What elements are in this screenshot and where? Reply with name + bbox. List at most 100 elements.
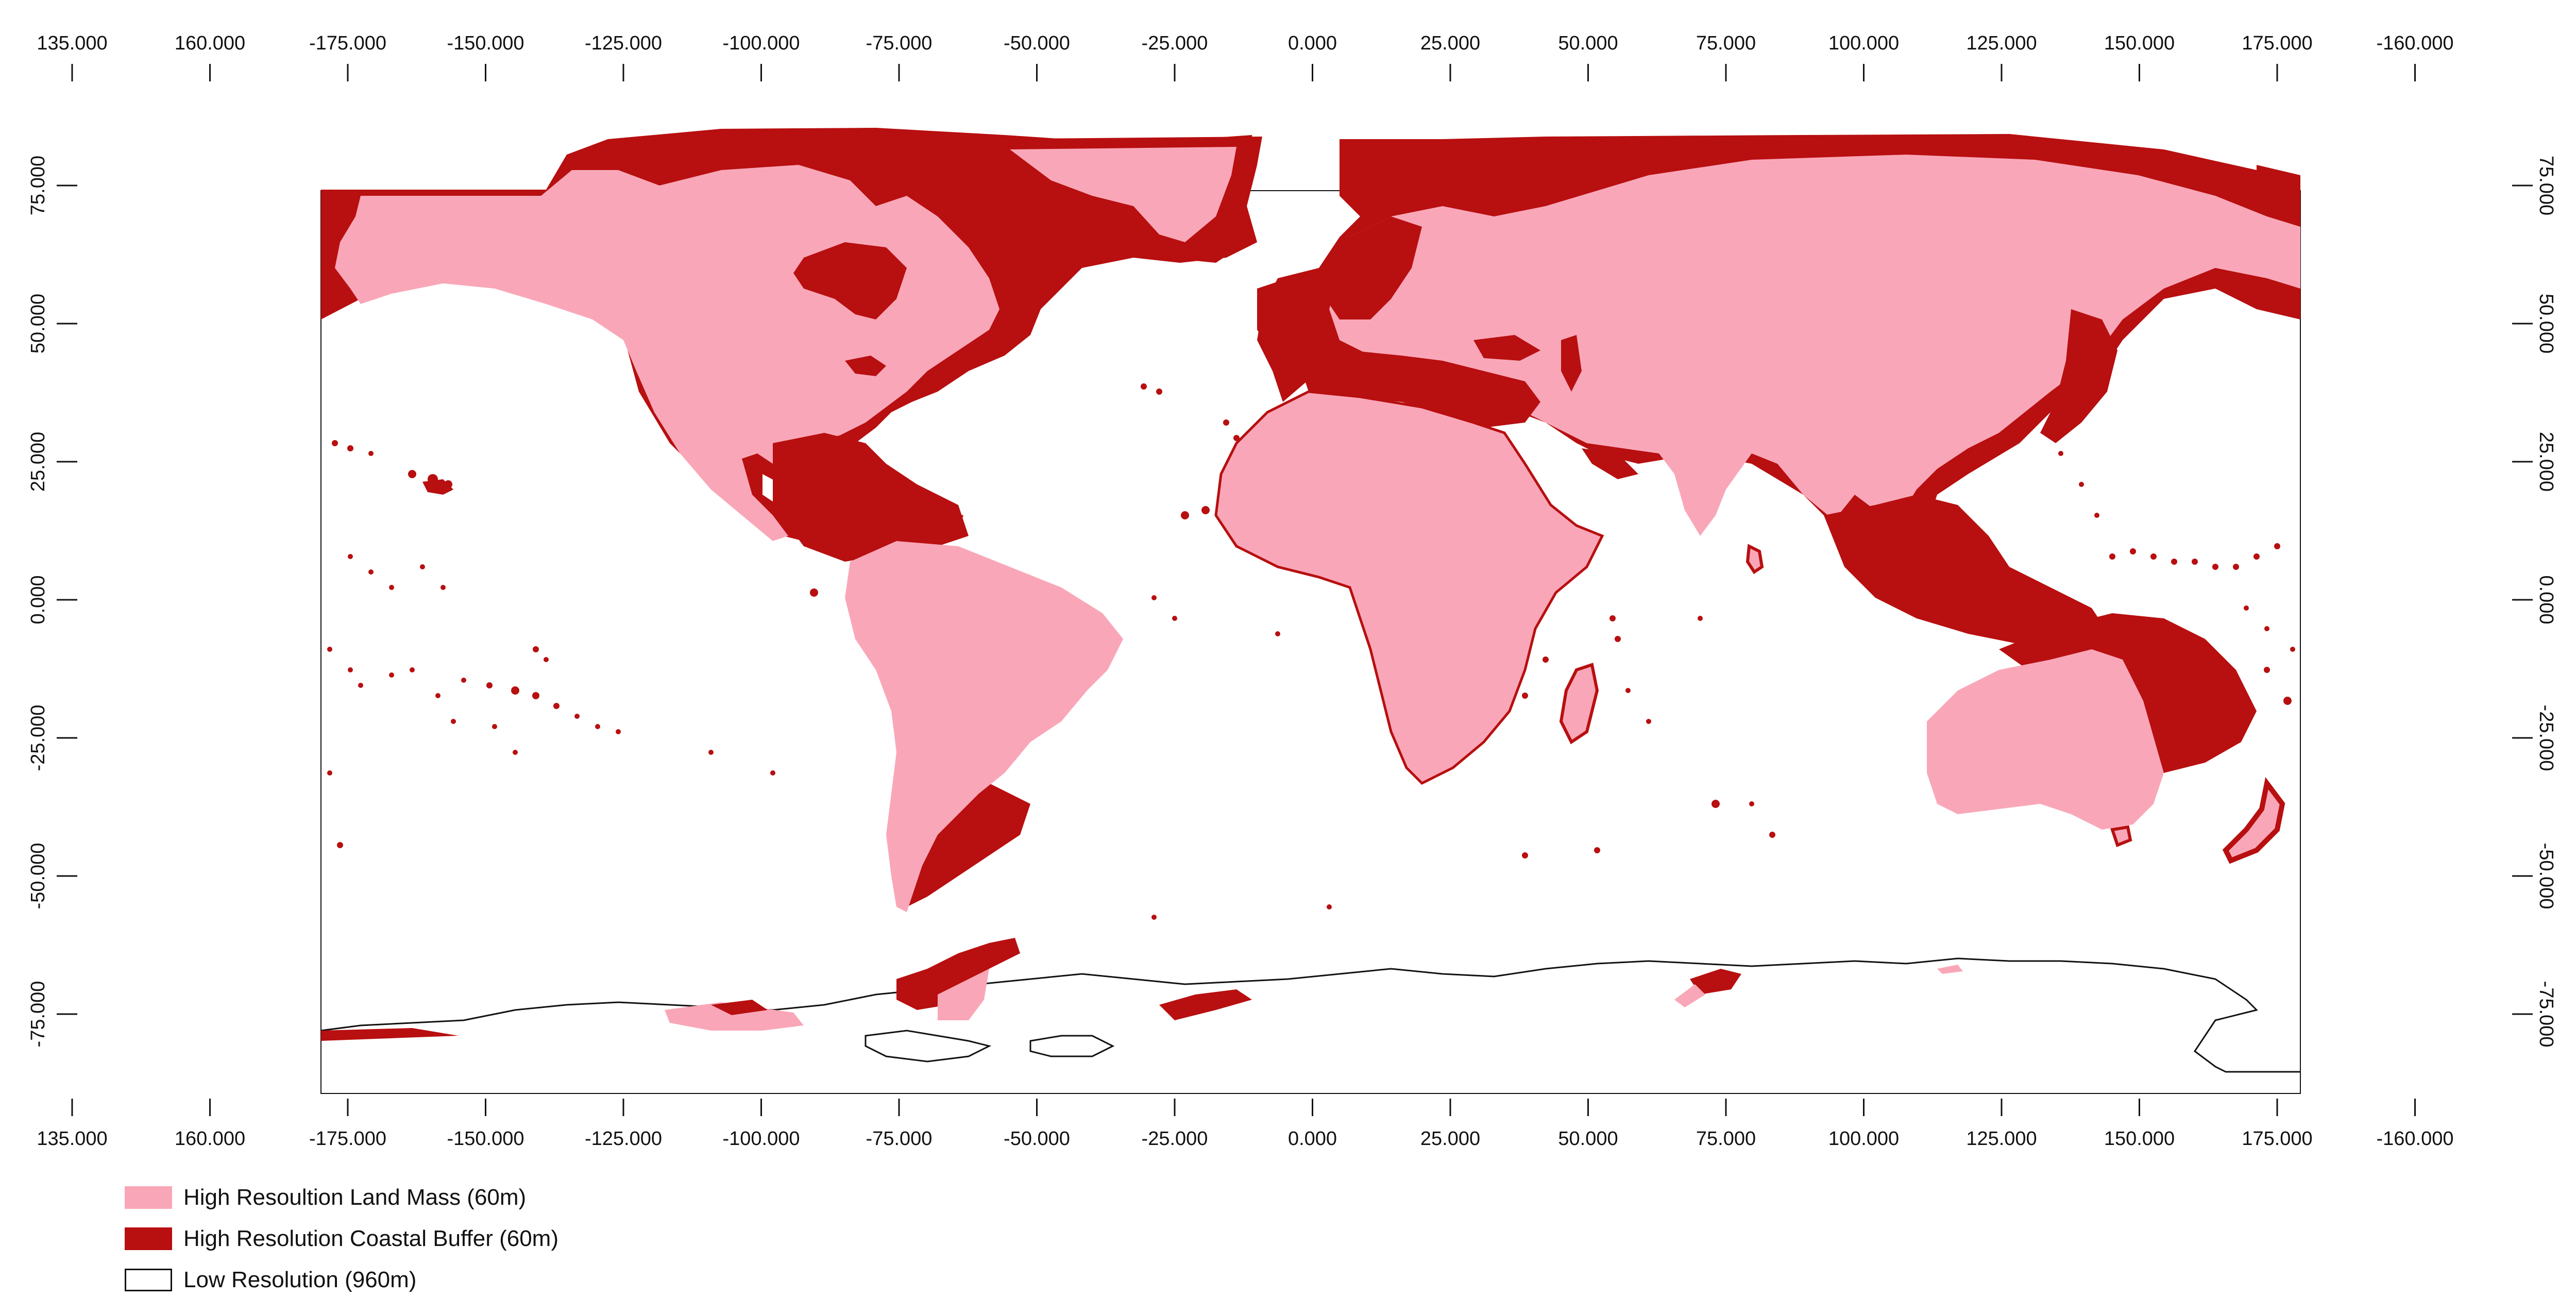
antarctica-low-resolution-outline xyxy=(320,957,2300,1073)
y-tick-label: 0.000 xyxy=(2535,575,2557,624)
y-tick-label: 50.000 xyxy=(27,294,49,353)
y-tick-label: 25.000 xyxy=(2535,432,2557,492)
y-axis-left: 75.000 50.000 25.000 0.000 -25.000 -50.000 -75… xyxy=(27,156,77,1048)
x-tick-label: 50.000 xyxy=(1558,1128,1618,1150)
x-tick-label: -50.000 xyxy=(1004,1128,1070,1150)
greenland-land-mass xyxy=(1010,147,1236,242)
y-tick-label: -25.000 xyxy=(27,705,49,771)
antarctica-coastal-buffer-5 xyxy=(1690,969,1741,995)
sri-lanka xyxy=(1745,544,1764,575)
x-tick-label: -75.000 xyxy=(866,32,933,54)
legend-label: High Resolution Coastal Buffer (60m) xyxy=(183,1226,558,1251)
x-tick-label: 0.000 xyxy=(1288,32,1337,54)
x-axis-top: 135.000 160.000 -175.000 -150.000 -125.000 -1… xyxy=(37,32,2454,81)
antarctica xyxy=(320,938,2300,1073)
x-tick-label: -160.000 xyxy=(2376,1128,2453,1150)
x-tick-label: 100.000 xyxy=(1828,1128,1899,1150)
x-tick-label: -25.000 xyxy=(1142,32,1208,54)
legend: High Resoultion Land Mass (60m) High Res… xyxy=(125,1177,558,1301)
coastal-buffer-swatch xyxy=(125,1227,172,1250)
x-tick-label: -160.000 xyxy=(2376,32,2453,54)
map-frame xyxy=(320,190,2301,1094)
tasmania xyxy=(2110,825,2132,847)
x-tick-label: -75.000 xyxy=(866,1128,933,1150)
antarctica-land-patch-2 xyxy=(665,1002,804,1031)
mediterranean-buffer xyxy=(1298,350,1540,428)
legend-label: Low Resolution (960m) xyxy=(183,1267,417,1292)
x-tick-label: -175.000 xyxy=(309,32,386,54)
south-america xyxy=(845,541,1123,912)
legend-item-coastal-buffer: High Resolution Coastal Buffer (60m) xyxy=(125,1218,558,1259)
x-tick-label: 125.000 xyxy=(1966,32,2037,54)
x-tick-label: 75.000 xyxy=(1696,32,1756,54)
scandinavia-buffer xyxy=(1319,216,1422,319)
eurasia-land-mass xyxy=(1329,155,2300,536)
y-tick-label: -25.000 xyxy=(2535,705,2557,771)
x-tick-label: -25.000 xyxy=(1142,1128,1208,1150)
y-tick-label: -50.000 xyxy=(27,843,49,909)
south-america-coastal-buffer xyxy=(907,783,1030,907)
eurasia xyxy=(1257,134,2300,629)
new-zealand xyxy=(2222,777,2285,864)
madagascar xyxy=(1559,663,1599,745)
y-tick-label: 25.000 xyxy=(27,432,49,492)
x-tick-label: 160.000 xyxy=(175,1128,245,1150)
south-america-land-mass xyxy=(845,541,1123,912)
x-tick-label: -100.000 xyxy=(722,1128,800,1150)
antarctica-land-patch-3 xyxy=(1674,984,1705,1007)
x-tick-label: 25.000 xyxy=(1420,32,1480,54)
y-tick-label: 50.000 xyxy=(2535,294,2557,353)
y-tick-label: -50.000 xyxy=(2535,843,2557,909)
legend-item-low-resolution: Low Resolution (960m) xyxy=(125,1259,558,1301)
x-tick-label: 25.000 xyxy=(1420,1128,1480,1150)
africa-land-mass xyxy=(1214,390,1604,785)
persian-gulf-buffer xyxy=(1582,448,1638,479)
antarctica-land-patch-4 xyxy=(1937,965,1963,974)
y-tick-label: 75.000 xyxy=(2535,156,2557,215)
x-tick-label: -150.000 xyxy=(447,1128,524,1150)
x-tick-label: 0.000 xyxy=(1288,1128,1337,1150)
iceland-buffer xyxy=(1185,242,1231,263)
x-tick-label: -125.000 xyxy=(585,1128,662,1150)
greenland xyxy=(979,137,1262,263)
antarctica-coastal-buffer-2 xyxy=(321,1028,459,1041)
x-tick-label: 150.000 xyxy=(2104,32,2175,54)
hudson-bay xyxy=(793,242,907,319)
x-axis-bottom: 135.000 160.000 -175.000 -150.000 -125.000 -1… xyxy=(37,1099,2454,1150)
x-tick-label: -175.000 xyxy=(309,1128,386,1150)
southeast-asia-buffer xyxy=(1824,495,2112,649)
australia xyxy=(1927,613,2257,847)
africa xyxy=(1214,390,1604,785)
x-tick-label: -50.000 xyxy=(1004,32,1070,54)
legend-item-land-mass: High Resoultion Land Mass (60m) xyxy=(125,1177,558,1218)
y-axis-right: 75.000 50.000 25.000 0.000 -25.000 -50.000 -75… xyxy=(2512,156,2557,1048)
y-tick-label: -75.000 xyxy=(2535,981,2557,1048)
low-resolution-swatch xyxy=(125,1269,172,1291)
y-tick-label: 0.000 xyxy=(27,575,49,624)
x-tick-label: -150.000 xyxy=(447,32,524,54)
x-tick-label: 135.000 xyxy=(37,1128,107,1150)
x-tick-label: 125.000 xyxy=(1966,1128,2037,1150)
uk-buffer xyxy=(1257,278,1298,350)
caspian-buffer xyxy=(1561,335,1582,392)
x-tick-label: 75.000 xyxy=(1696,1128,1756,1150)
australia-land-mass xyxy=(1927,649,2164,830)
legend-label: High Resoultion Land Mass (60m) xyxy=(183,1185,527,1210)
y-tick-label: -75.000 xyxy=(27,981,49,1048)
x-tick-label: -100.000 xyxy=(722,32,800,54)
x-tick-label: 135.000 xyxy=(37,32,107,54)
antarctica-land-patch-1 xyxy=(938,969,989,1020)
antarctica-coastal-buffer-4 xyxy=(1159,989,1252,1020)
caribbean-coastal-buffer xyxy=(773,433,969,562)
y-tick-label: 75.000 xyxy=(27,156,49,215)
great-lakes xyxy=(845,356,886,376)
x-tick-label: -125.000 xyxy=(585,32,662,54)
land-mass-swatch xyxy=(125,1186,172,1209)
x-tick-label: 50.000 xyxy=(1558,32,1618,54)
x-tick-label: 175.000 xyxy=(2242,32,2312,54)
japan-buffer xyxy=(2040,309,2117,443)
antarctica-inner-outline xyxy=(865,1030,1115,1063)
x-tick-label: 160.000 xyxy=(175,32,245,54)
x-tick-label: 175.000 xyxy=(2242,1128,2312,1150)
x-tick-label: 150.000 xyxy=(2104,1128,2175,1150)
